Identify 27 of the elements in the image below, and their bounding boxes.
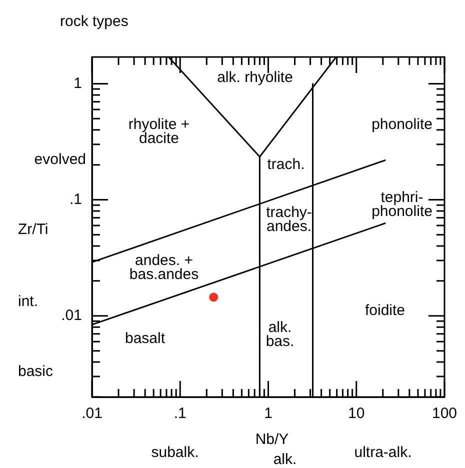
text: ultra-alk. [354,444,412,462]
text: basic [18,363,54,380]
x-tick-label: 100 [432,405,457,422]
annotation: andes. + bas.andes [129,252,199,284]
text: subalk. [151,444,199,462]
text: int. [18,293,38,310]
annotation: alk. rhyolite [217,69,293,86]
annotation: basalt [124,330,166,348]
annotation: foidite [364,302,406,320]
chart-title: rock types [60,13,128,30]
y-tick-label: .01 [61,307,82,324]
x-tick-label: 1 [264,405,272,422]
y-axis-title: Zr/Ti [18,221,48,238]
text: alk. [273,451,297,468]
text: evolved [34,151,86,168]
x-tick-label: .1 [174,405,186,422]
annotation: tephri- phonolite [372,189,432,220]
x-tick-label: .01 [82,405,102,422]
y-tick-label: .1 [69,190,82,208]
x-axis-title: Nb/Y [255,431,289,448]
y-tick-label: 1 [74,74,82,92]
annotation: trach. [267,156,305,174]
annotation: trachy- andes. [266,204,312,236]
annotation: phonolite [372,116,432,134]
x-tick-label: 10 [348,405,365,422]
annotation: alk. bas. [266,319,294,350]
annotation: rhyolite + dacite [128,116,190,148]
